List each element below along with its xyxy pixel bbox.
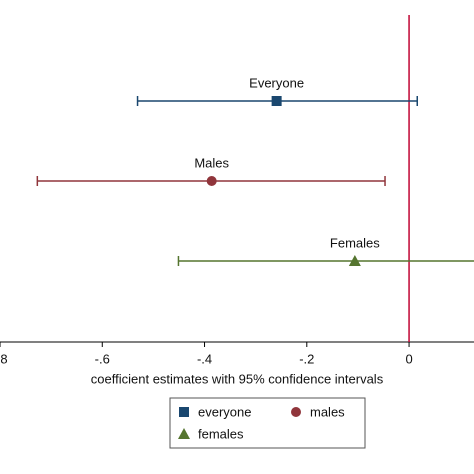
x-tick-label: -.6	[95, 351, 110, 366]
legend-label: everyone	[198, 404, 251, 419]
point-label: Everyone	[249, 75, 304, 90]
legend-marker	[178, 428, 190, 439]
point-estimate	[271, 96, 282, 106]
point-estimate	[348, 255, 361, 266]
legend-label: males	[310, 404, 345, 419]
legend-marker	[291, 407, 301, 417]
point-label: Females	[330, 235, 380, 250]
legend-marker	[179, 407, 189, 417]
x-tick-label: 0	[405, 351, 412, 366]
point-label: Males	[194, 155, 229, 170]
legend-box	[169, 397, 366, 449]
legend-label: females	[198, 426, 244, 441]
x-tick-label: -.8	[0, 351, 8, 366]
x-axis-title: coefficient estimates with 95% confidenc…	[91, 371, 384, 386]
x-tick-label: -.4	[197, 351, 212, 366]
x-tick-label: -.2	[299, 351, 314, 366]
point-estimate	[206, 176, 217, 186]
